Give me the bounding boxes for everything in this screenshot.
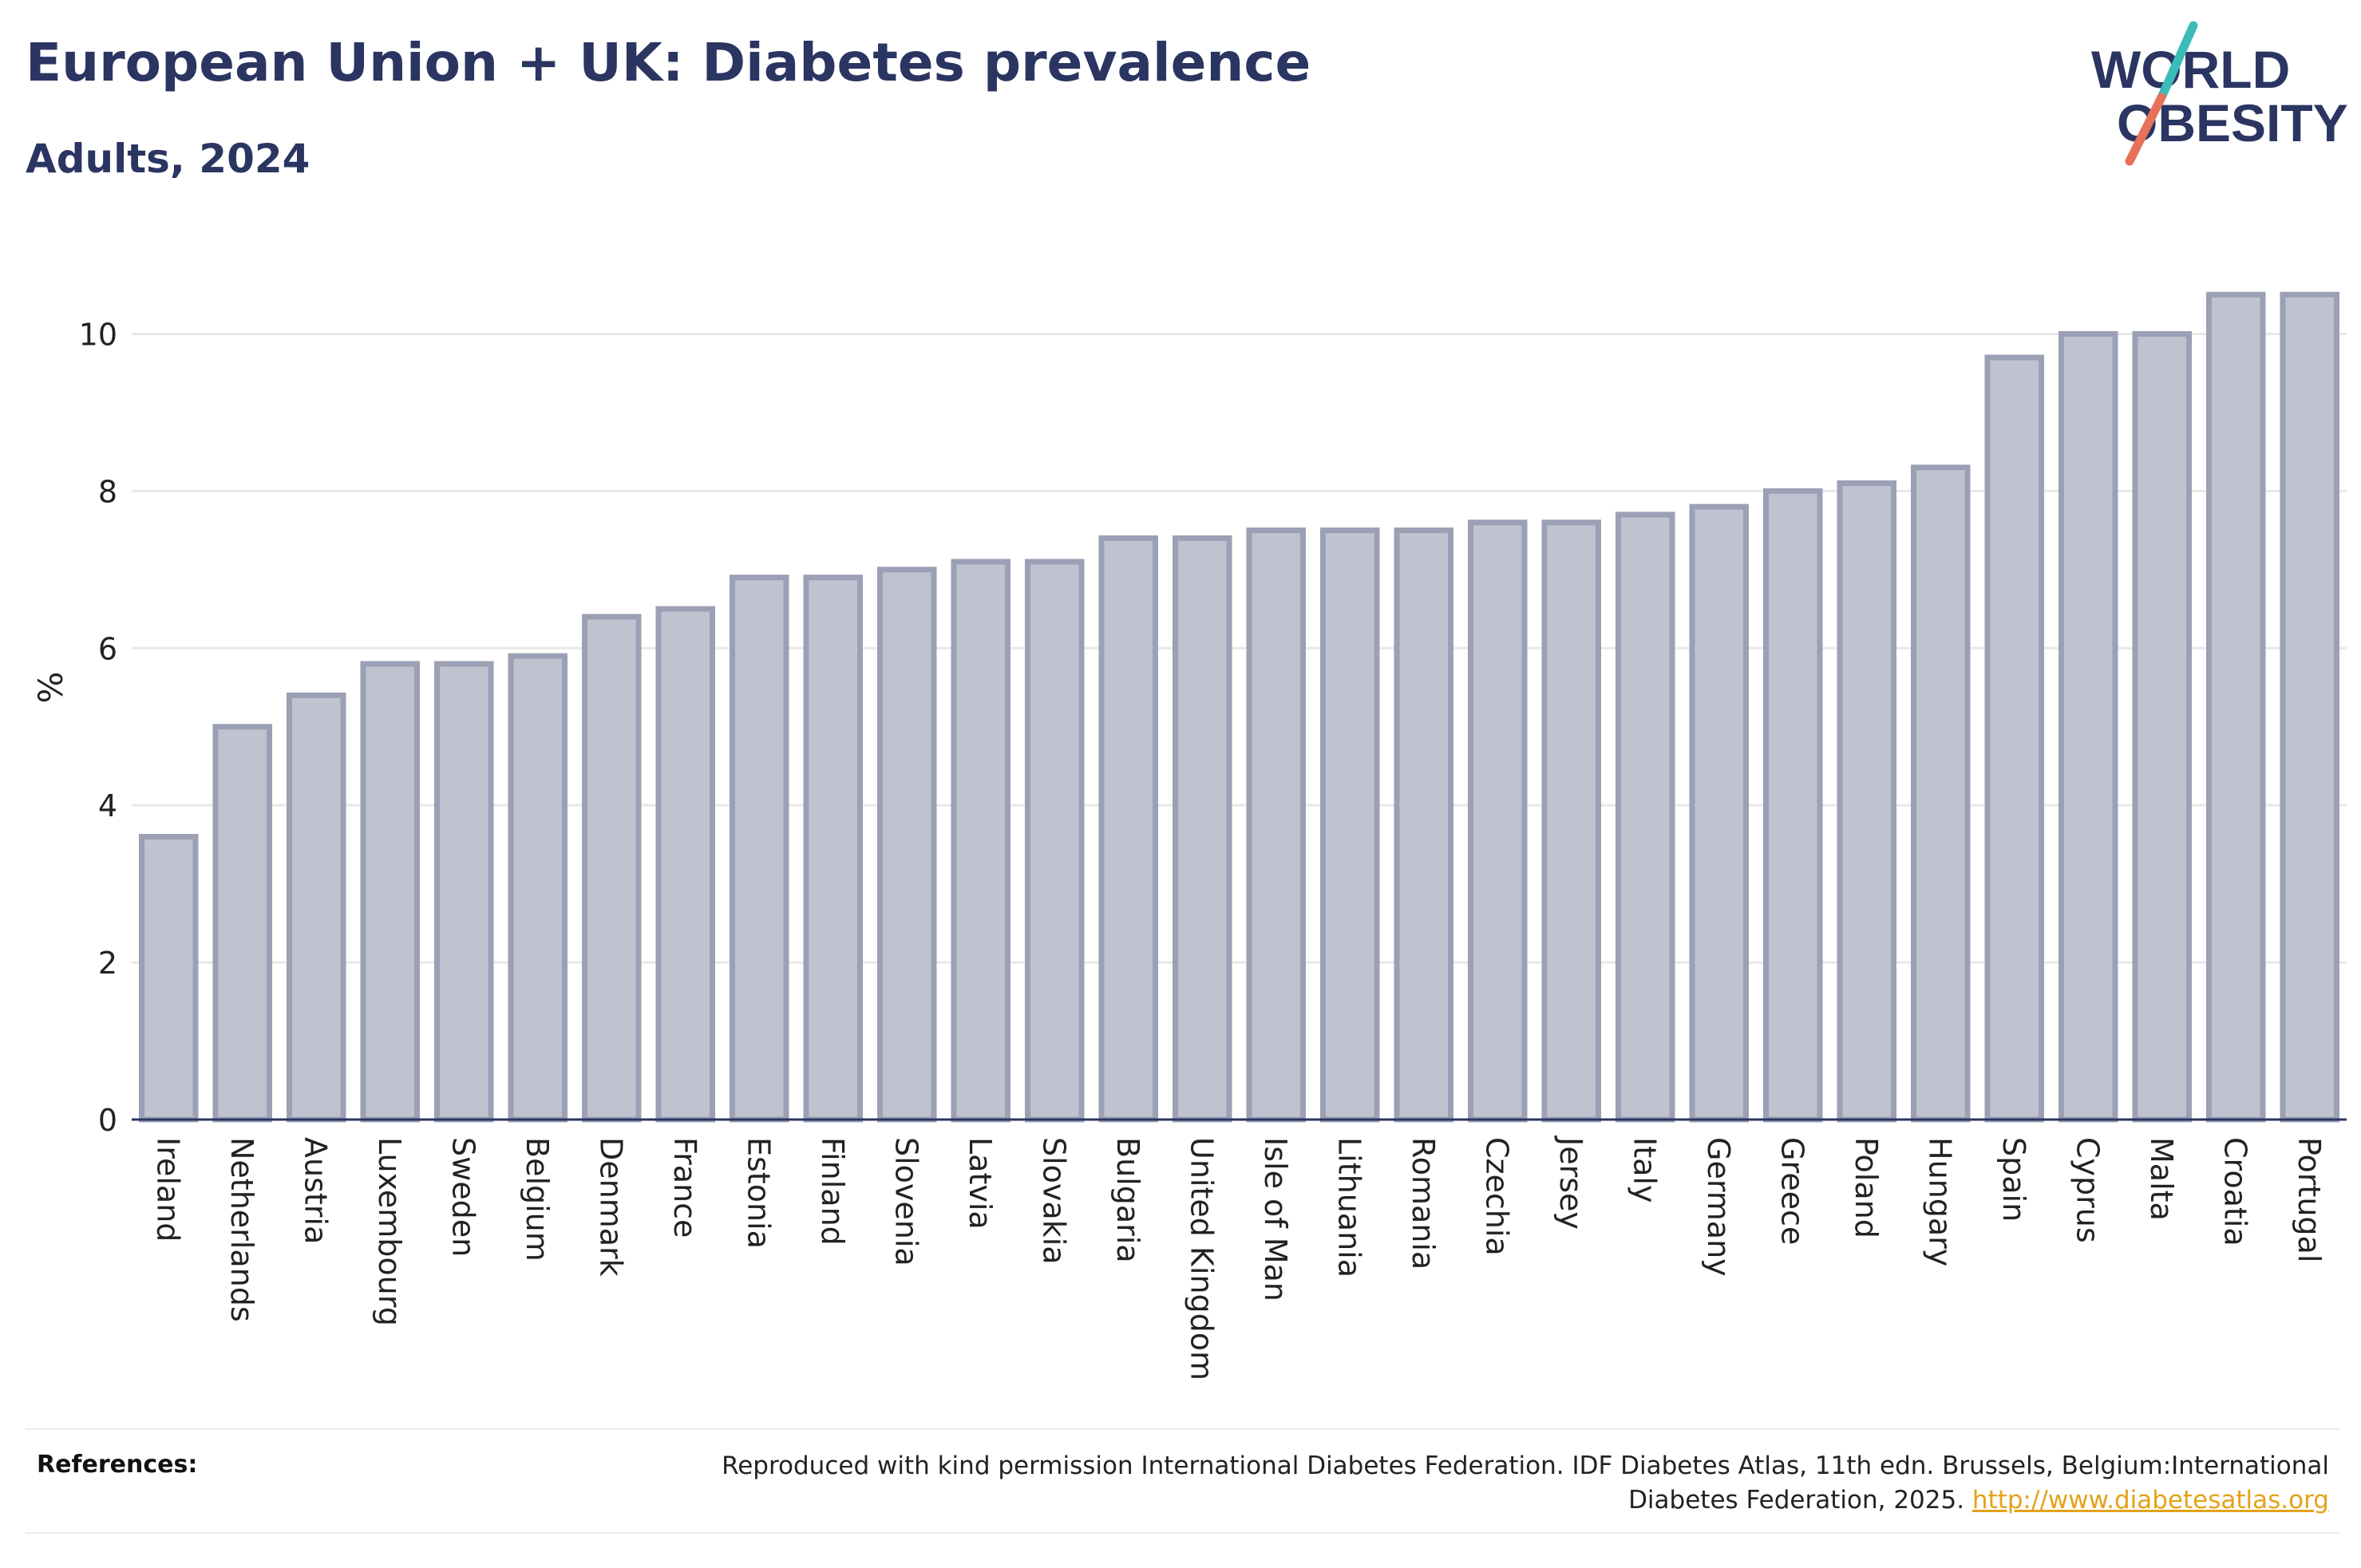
bar: [1319, 527, 1380, 1123]
logo-slash-top: [2157, 21, 2198, 102]
bar: [1098, 535, 1159, 1123]
y-tick-label: 4: [98, 788, 117, 823]
tick-labels: 0 2 4 6 8 10 Ireland Netherlands Austria Luxembou…: [31, 317, 2327, 1380]
bar: [360, 661, 421, 1123]
x-tick-label: Austria: [298, 1137, 333, 1244]
x-tick-label: Isle of Man: [1258, 1137, 1293, 1301]
bar: [1837, 480, 1897, 1123]
bar: [138, 834, 199, 1123]
bar: [1541, 519, 1602, 1123]
chart-subtitle: Adults, 2024: [26, 136, 310, 182]
bar: [1172, 535, 1232, 1123]
x-tick-label: Portugal: [2292, 1137, 2327, 1262]
references-text: Reproduced with kind permission Internat…: [637, 1449, 2329, 1518]
references-citation: Reproduced with kind permission Internat…: [722, 1451, 2329, 1515]
x-tick-label: Latvia: [963, 1137, 998, 1230]
x-tick-label: Denmark: [593, 1137, 628, 1277]
x-tick-label: Malta: [2144, 1137, 2179, 1221]
world-obesity-logo: WORLD OBESITY: [2091, 21, 2348, 166]
y-axis-label: %: [31, 672, 70, 704]
references-link[interactable]: http://www.diabetesatlas.org: [1971, 1486, 2329, 1515]
chart-title: European Union + UK: Diabetes prevalence: [26, 32, 1311, 93]
bar: [951, 559, 1011, 1123]
bar: [2132, 330, 2193, 1123]
y-tick-label: 10: [79, 317, 117, 352]
x-tick-label: Spain: [1996, 1137, 2031, 1222]
bar: [1246, 527, 1307, 1123]
x-tick-label: Lithuania: [1331, 1137, 1366, 1278]
bar: [212, 724, 273, 1123]
bar: [286, 692, 346, 1123]
x-tick-label: Germany: [1701, 1137, 1736, 1277]
y-tick-label: 8: [98, 474, 117, 509]
bar: [1984, 354, 2045, 1123]
x-tick-label: Luxembourg: [372, 1137, 407, 1326]
x-tick-label: Finland: [815, 1137, 850, 1246]
bar: [1615, 511, 1675, 1123]
bar: [729, 575, 789, 1123]
bar: [1762, 488, 1823, 1123]
x-tick-label: Romania: [1406, 1137, 1441, 1270]
bar: [2205, 291, 2266, 1123]
x-tick-label: Croatia: [2217, 1137, 2252, 1246]
bar: [1394, 527, 1454, 1123]
bar-chart: 0 2 4 6 8 10 Ireland Netherlands Austria Luxembou…: [31, 291, 2347, 1380]
grid-lines: [132, 332, 2347, 964]
x-tick-label: Hungary: [1922, 1137, 1957, 1266]
bar: [1024, 559, 1085, 1123]
x-tick-label: Italy: [1627, 1137, 1662, 1203]
bar: [433, 661, 494, 1123]
logo-slash-bottom: [2125, 93, 2166, 166]
x-tick-label: Slovakia: [1036, 1137, 1071, 1265]
bar: [1689, 504, 1750, 1123]
x-tick-label: Ireland: [150, 1137, 185, 1242]
bar: [1910, 464, 1971, 1123]
x-tick-label: Estonia: [741, 1137, 776, 1249]
bar: [655, 606, 716, 1123]
logo-text-world: WORLD: [2091, 40, 2290, 99]
bar: [508, 653, 568, 1123]
bar: [803, 575, 864, 1123]
y-tick-label: 2: [98, 946, 117, 981]
x-tick-label: Jersey: [1553, 1136, 1588, 1230]
x-tick-label: Poland: [1849, 1137, 1884, 1238]
x-tick-label: Netherlands: [224, 1137, 259, 1322]
x-tick-label: Bulgaria: [1110, 1137, 1145, 1263]
references-section: References: Reproduced with kind permiss…: [26, 1428, 2340, 1534]
bar: [1467, 519, 1528, 1123]
x-tick-label: France: [667, 1137, 702, 1238]
bar: [2058, 330, 2118, 1123]
y-tick-label: 6: [98, 631, 117, 666]
x-tick-label: Slovenia: [888, 1137, 923, 1266]
bars: [138, 291, 2340, 1123]
x-tick-label: United Kingdom: [1184, 1137, 1219, 1380]
references-label: References:: [37, 1451, 198, 1479]
x-tick-label: Belgium: [520, 1137, 555, 1262]
bar: [876, 567, 937, 1123]
bar: [581, 614, 642, 1123]
x-tick-label: Greece: [1774, 1137, 1809, 1245]
x-tick-label: Czechia: [1479, 1137, 1514, 1256]
x-tick-label: Cyprus: [2070, 1137, 2105, 1243]
x-tick-label: Sweden: [445, 1137, 481, 1257]
bar: [2280, 291, 2340, 1123]
y-tick-label: 0: [98, 1103, 117, 1138]
